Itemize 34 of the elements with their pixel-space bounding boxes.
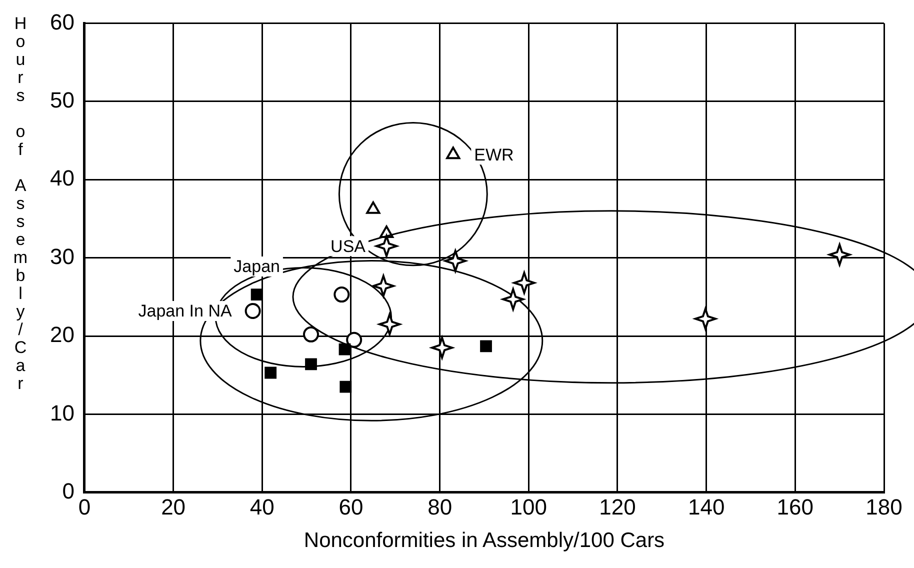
- x-tick-label: 100: [510, 494, 548, 520]
- y-tick-label: 60: [50, 9, 74, 34]
- x-tick-label: 0: [78, 494, 91, 520]
- point: [303, 326, 320, 342]
- point: [244, 302, 261, 319]
- y-axis-title: Hours of Assembly/Car: [10, 14, 31, 392]
- point: [250, 288, 263, 301]
- x-tick-label: 60: [338, 494, 364, 520]
- point: [366, 201, 380, 214]
- y-tick-label: 0: [62, 478, 74, 504]
- point: [334, 286, 350, 303]
- point: [305, 358, 317, 370]
- x-tick-label: 20: [161, 494, 186, 520]
- x-tick-label: 40: [250, 494, 274, 520]
- y-tick-label: 30: [50, 244, 74, 269]
- x-tick-label: 160: [776, 494, 814, 520]
- y-tick-label: 10: [50, 400, 74, 426]
- y-tick-label: 20: [50, 322, 74, 348]
- point: [264, 366, 277, 379]
- x-tick-label: 140: [688, 494, 725, 520]
- x-tick-label: 80: [428, 494, 452, 520]
- x-axis-title: Nonconformities in Assembly/100 Cars: [304, 529, 665, 552]
- point: [346, 332, 362, 348]
- x-tick-label: 180: [866, 494, 902, 520]
- x-tick-label: 120: [599, 494, 636, 520]
- series-label: EWR: [474, 145, 514, 164]
- y-tick-label: 40: [50, 166, 74, 191]
- point: [340, 380, 352, 393]
- point: [480, 340, 492, 352]
- series-label: Japan: [234, 257, 280, 276]
- series-label: Japan In NA: [138, 302, 232, 321]
- series-label: USA: [330, 236, 366, 256]
- point: [446, 146, 460, 160]
- y-tick-label: 50: [50, 87, 74, 112]
